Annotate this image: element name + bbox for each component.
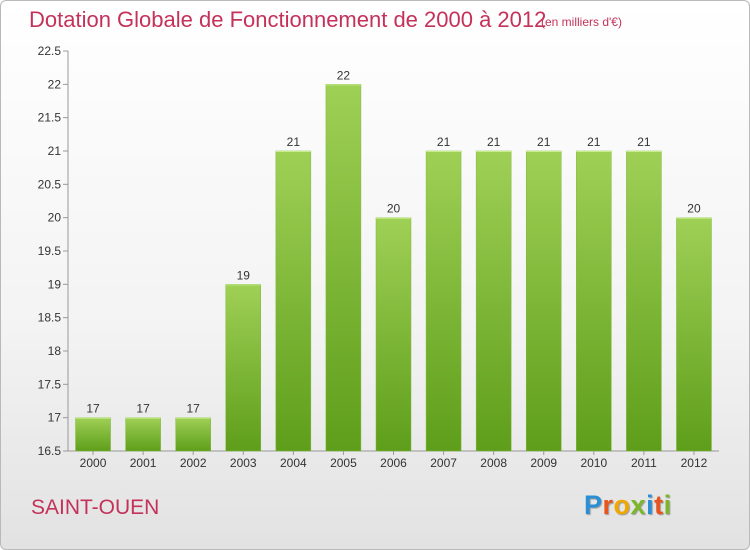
x-tick-label: 2009 — [530, 456, 557, 470]
logo-letter: r — [602, 490, 614, 520]
logo-letter: i — [663, 490, 672, 520]
y-tick-label: 20.5 — [38, 177, 62, 191]
bar — [626, 150, 662, 452]
bar-value-label: 21 — [537, 135, 551, 149]
y-tick-label: 19.5 — [38, 244, 62, 258]
y-tick-label: 22.5 — [38, 44, 62, 58]
logo-letter: i — [646, 490, 655, 520]
bar-value-label: 21 — [637, 135, 651, 149]
y-tick-label: 21 — [48, 144, 62, 158]
y-tick-label: 20 — [48, 211, 62, 225]
bar — [275, 150, 312, 452]
x-tick-label: 2008 — [480, 456, 507, 470]
x-tick-label: 2012 — [681, 456, 708, 470]
bar — [225, 284, 262, 452]
bar — [125, 417, 161, 452]
x-tick-label: 2000 — [80, 456, 107, 470]
y-tick-label: 17 — [48, 411, 62, 425]
x-tick-label: 2006 — [380, 456, 407, 470]
logo-letter: x — [630, 490, 647, 520]
y-tick-label: 16.5 — [38, 444, 62, 458]
x-tick-label: 2004 — [280, 456, 307, 470]
bar — [676, 217, 712, 452]
y-tick-label: 19 — [48, 277, 62, 291]
bar-value-label: 17 — [136, 402, 150, 416]
x-tick-label: 2011 — [631, 456, 657, 470]
x-tick-label: 2010 — [580, 456, 607, 470]
y-tick-label: 18 — [48, 344, 62, 358]
logo-letter: t — [654, 490, 664, 520]
y-tick-label: 17.5 — [38, 377, 62, 391]
x-tick-label: 2001 — [130, 456, 157, 470]
logo-letter: o — [613, 490, 631, 520]
city-name: SAINT-OUEN — [31, 496, 160, 519]
bar-value-label: 21 — [587, 135, 601, 149]
bar — [525, 150, 562, 452]
bar-value-label: 17 — [86, 402, 100, 416]
bar — [75, 417, 111, 452]
bar-value-label: 20 — [387, 202, 401, 216]
y-tick-label: 21.5 — [38, 111, 62, 125]
x-tick-label: 2002 — [180, 456, 207, 470]
bar — [175, 417, 211, 452]
bar-value-label: 20 — [687, 202, 701, 216]
bar-value-label: 21 — [287, 135, 301, 149]
chart-title: Dotation Globale de Fonctionnement de 20… — [29, 7, 547, 32]
proxiti-logo: Proxiti — [584, 490, 672, 521]
x-tick-label: 2003 — [230, 456, 257, 470]
y-tick-label: 22 — [48, 77, 62, 91]
bar — [325, 84, 362, 452]
bar-value-label: 22 — [337, 68, 351, 82]
x-tick-label: 2007 — [430, 456, 457, 470]
chart-subtitle: (en milliers d'€) — [541, 15, 622, 29]
bar — [475, 150, 512, 452]
y-tick-label: 18.5 — [38, 311, 62, 325]
bar — [375, 217, 412, 452]
bar-value-label: 19 — [237, 268, 251, 282]
logo-letter: P — [584, 490, 603, 520]
x-tick-label: 2005 — [330, 456, 357, 470]
bar — [425, 150, 462, 452]
bar — [576, 150, 612, 452]
bar-value-label: 17 — [187, 402, 201, 416]
bar-value-label: 21 — [437, 135, 451, 149]
bar-value-label: 21 — [487, 135, 501, 149]
